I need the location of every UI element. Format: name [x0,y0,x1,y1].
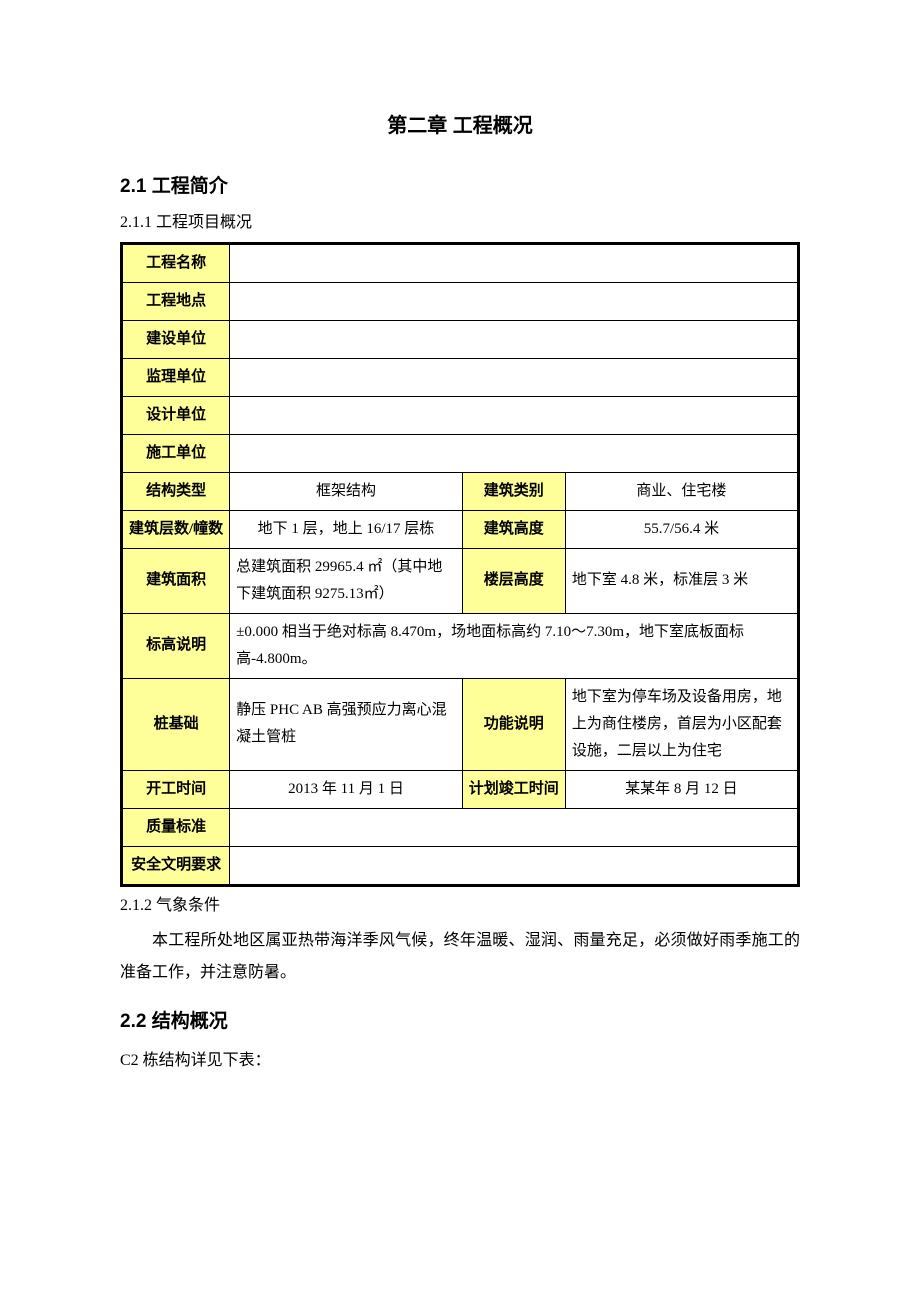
value-build-area: 总建筑面积 29965.4 ㎡（其中地下建筑面积 9275.13㎡） [230,548,463,613]
chapter-title: 第二章 工程概况 [120,110,800,142]
value-design-unit [230,396,799,434]
label-function: 功能说明 [462,678,565,770]
value-quality [230,808,799,846]
structure-para: C2 栋结构详见下表： [120,1045,800,1077]
value-proj-loc [230,282,799,320]
section-2-2-heading: 2.2 结构概况 [120,1007,800,1037]
value-build-category: 商业、住宅楼 [565,472,798,510]
table-row: 建筑层数/幢数 地下 1 层，地上 16/17 层栋 建筑高度 55.7/56.… [122,510,799,548]
table-row: 结构类型 框架结构 建筑类别 商业、住宅楼 [122,472,799,510]
value-start-date: 2013 年 11 月 1 日 [230,770,463,808]
value-end-date: 某某年 8 月 12 日 [565,770,798,808]
value-build-height: 55.7/56.4 米 [565,510,798,548]
table-row: 建设单位 [122,320,799,358]
subsection-2-1-2: 2.1.2 气象条件 [120,893,800,919]
label-proj-name: 工程名称 [122,243,230,282]
value-function: 地下室为停车场及设备用房，地上为商住楼房，首层为小区配套设施，二层以上为住宅 [565,678,798,770]
label-build-category: 建筑类别 [462,472,565,510]
table-row: 设计单位 [122,396,799,434]
label-end-date: 计划竣工时间 [462,770,565,808]
table-row: 施工单位 [122,434,799,472]
label-build-unit: 建设单位 [122,320,230,358]
table-row: 监理单位 [122,358,799,396]
table-row: 工程地点 [122,282,799,320]
label-start-date: 开工时间 [122,770,230,808]
table-row: 工程名称 [122,243,799,282]
value-struct-type: 框架结构 [230,472,463,510]
value-floors: 地下 1 层，地上 16/17 层栋 [230,510,463,548]
table-row: 开工时间 2013 年 11 月 1 日 计划竣工时间 某某年 8 月 12 日 [122,770,799,808]
label-supervise-unit: 监理单位 [122,358,230,396]
table-row: 建筑面积 总建筑面积 29965.4 ㎡（其中地下建筑面积 9275.13㎡） … [122,548,799,613]
value-build-unit [230,320,799,358]
project-overview-table: 工程名称 工程地点 建设单位 监理单位 设计单位 施工单位 结构类型 框架结构 … [120,242,800,887]
table-row: 桩基础 静压 PHC AB 高强预应力离心混凝土管桩 功能说明 地下室为停车场及… [122,678,799,770]
label-proj-loc: 工程地点 [122,282,230,320]
climate-paragraph: 本工程所处地区属亚热带海洋季风气候，终年温暖、湿润、雨量充足，必须做好雨季施工的… [120,925,800,989]
label-safety: 安全文明要求 [122,846,230,885]
value-floor-height: 地下室 4.8 米，标准层 3 米 [565,548,798,613]
value-safety [230,846,799,885]
label-design-unit: 设计单位 [122,396,230,434]
table-row: 标高说明 ±0.000 相当于绝对标高 8.470m，场地面标高约 7.10～7… [122,613,799,678]
label-build-height: 建筑高度 [462,510,565,548]
label-pile: 桩基础 [122,678,230,770]
value-elev-note: ±0.000 相当于绝对标高 8.470m，场地面标高约 7.10～7.30m，… [230,613,799,678]
label-construct-unit: 施工单位 [122,434,230,472]
label-build-area: 建筑面积 [122,548,230,613]
label-floors: 建筑层数/幢数 [122,510,230,548]
value-pile: 静压 PHC AB 高强预应力离心混凝土管桩 [230,678,463,770]
label-struct-type: 结构类型 [122,472,230,510]
section-2-1-heading: 2.1 工程简介 [120,172,800,202]
value-proj-name [230,243,799,282]
value-supervise-unit [230,358,799,396]
label-quality: 质量标准 [122,808,230,846]
label-floor-height: 楼层高度 [462,548,565,613]
label-elev-note: 标高说明 [122,613,230,678]
table-row: 安全文明要求 [122,846,799,885]
subsection-2-1-1: 2.1.1 工程项目概况 [120,210,800,236]
table-row: 质量标准 [122,808,799,846]
value-construct-unit [230,434,799,472]
